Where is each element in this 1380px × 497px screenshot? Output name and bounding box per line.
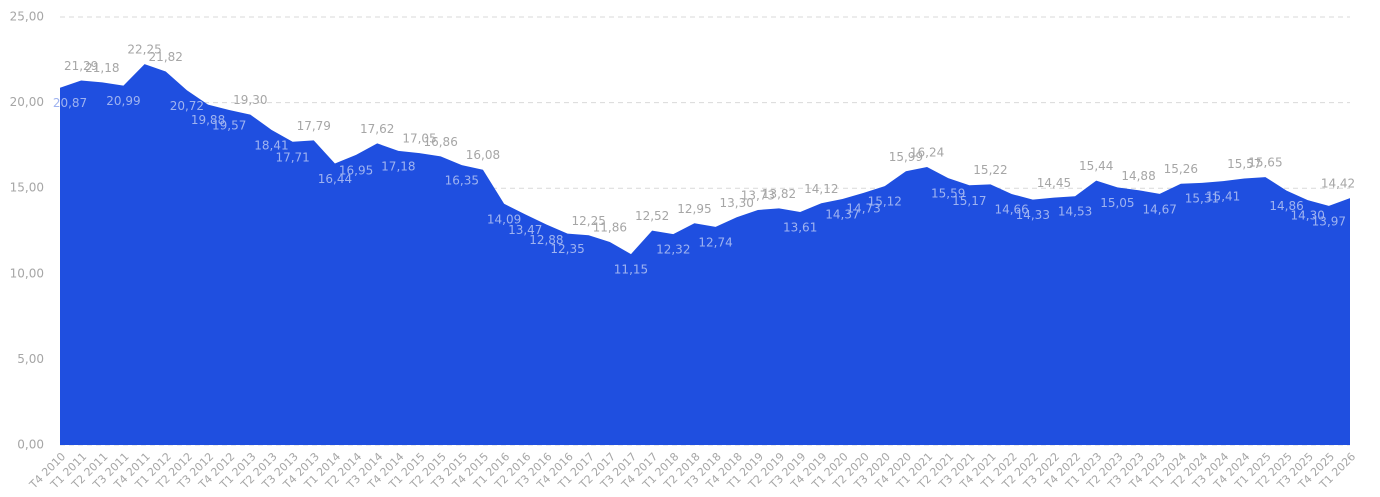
data-label: 14,73 [846, 201, 880, 215]
data-label: 11,86 [593, 220, 627, 234]
data-label: 14,45 [1037, 176, 1071, 190]
data-label: 19,88 [191, 113, 225, 127]
data-label: 14,86 [1269, 199, 1303, 213]
data-label: 15,59 [931, 187, 965, 201]
data-label: 16,08 [466, 148, 500, 162]
y-tick-label: 25,00 [10, 10, 44, 24]
data-label: 12,25 [572, 214, 606, 228]
area [60, 64, 1350, 445]
y-tick-label: 0,00 [17, 438, 44, 452]
data-label: 17,79 [297, 119, 331, 133]
data-label: 15,05 [1100, 196, 1134, 210]
data-label: 15,17 [952, 194, 986, 208]
data-label: 15,26 [1164, 162, 1198, 176]
data-label: 14,30 [1291, 209, 1325, 223]
data-label: 13,47 [508, 223, 542, 237]
data-label: 15,65 [1248, 156, 1282, 170]
data-label: 11,15 [614, 263, 648, 277]
data-label: 17,05 [402, 132, 436, 146]
data-label: 19,57 [212, 118, 246, 132]
data-label: 20,72 [170, 99, 204, 113]
data-label: 14,12 [804, 182, 838, 196]
data-label: 16,86 [423, 135, 457, 149]
data-label: 15,12 [868, 195, 902, 209]
data-label: 14,53 [1058, 205, 1092, 219]
y-tick-label: 10,00 [10, 266, 44, 280]
data-label: 13,73 [741, 188, 775, 202]
data-label: 15,44 [1079, 159, 1113, 173]
data-label: 14,42 [1321, 177, 1355, 191]
data-label: 12,95 [677, 202, 711, 216]
data-label: 14,66 [994, 203, 1028, 217]
data-label: 20,99 [106, 94, 140, 108]
data-label: 21,82 [149, 50, 183, 64]
data-label: 12,52 [635, 209, 669, 223]
data-label: 12,74 [698, 235, 732, 249]
data-label: 21,18 [85, 61, 119, 75]
data-label: 15,31 [1185, 191, 1219, 205]
data-label: 14,67 [1142, 202, 1176, 216]
data-label: 13,82 [762, 187, 796, 201]
data-label: 12,35 [550, 242, 584, 256]
data-label: 14,09 [487, 212, 521, 226]
data-label: 15,99 [889, 150, 923, 164]
data-label: 17,71 [275, 150, 309, 164]
data-label: 15,57 [1227, 157, 1261, 171]
data-label: 16,95 [339, 163, 373, 177]
data-label: 14,88 [1121, 169, 1155, 183]
data-label: 14,37 [825, 207, 859, 221]
data-label: 20,87 [53, 96, 87, 110]
data-label: 12,32 [656, 243, 690, 257]
data-label: 13,61 [783, 220, 817, 234]
data-label: 16,24 [910, 145, 944, 159]
data-label: 14,33 [1016, 208, 1050, 222]
data-label: 12,88 [529, 233, 563, 247]
y-tick-label: 5,00 [17, 352, 44, 366]
y-tick-label: 15,00 [10, 181, 44, 195]
data-label: 22,25 [127, 43, 161, 57]
y-tick-label: 20,00 [10, 95, 44, 109]
data-label: 15,41 [1206, 190, 1240, 204]
data-label: 13,30 [720, 196, 754, 210]
data-label: 17,18 [381, 159, 415, 173]
data-label: 13,97 [1312, 214, 1346, 228]
data-label: 16,44 [318, 172, 352, 186]
data-label: 19,30 [233, 93, 267, 107]
data-label: 16,35 [445, 174, 479, 188]
data-label: 21,29 [64, 59, 98, 73]
data-label: 18,41 [254, 138, 288, 152]
data-label: 15,22 [973, 163, 1007, 177]
data-label: 17,62 [360, 122, 394, 136]
